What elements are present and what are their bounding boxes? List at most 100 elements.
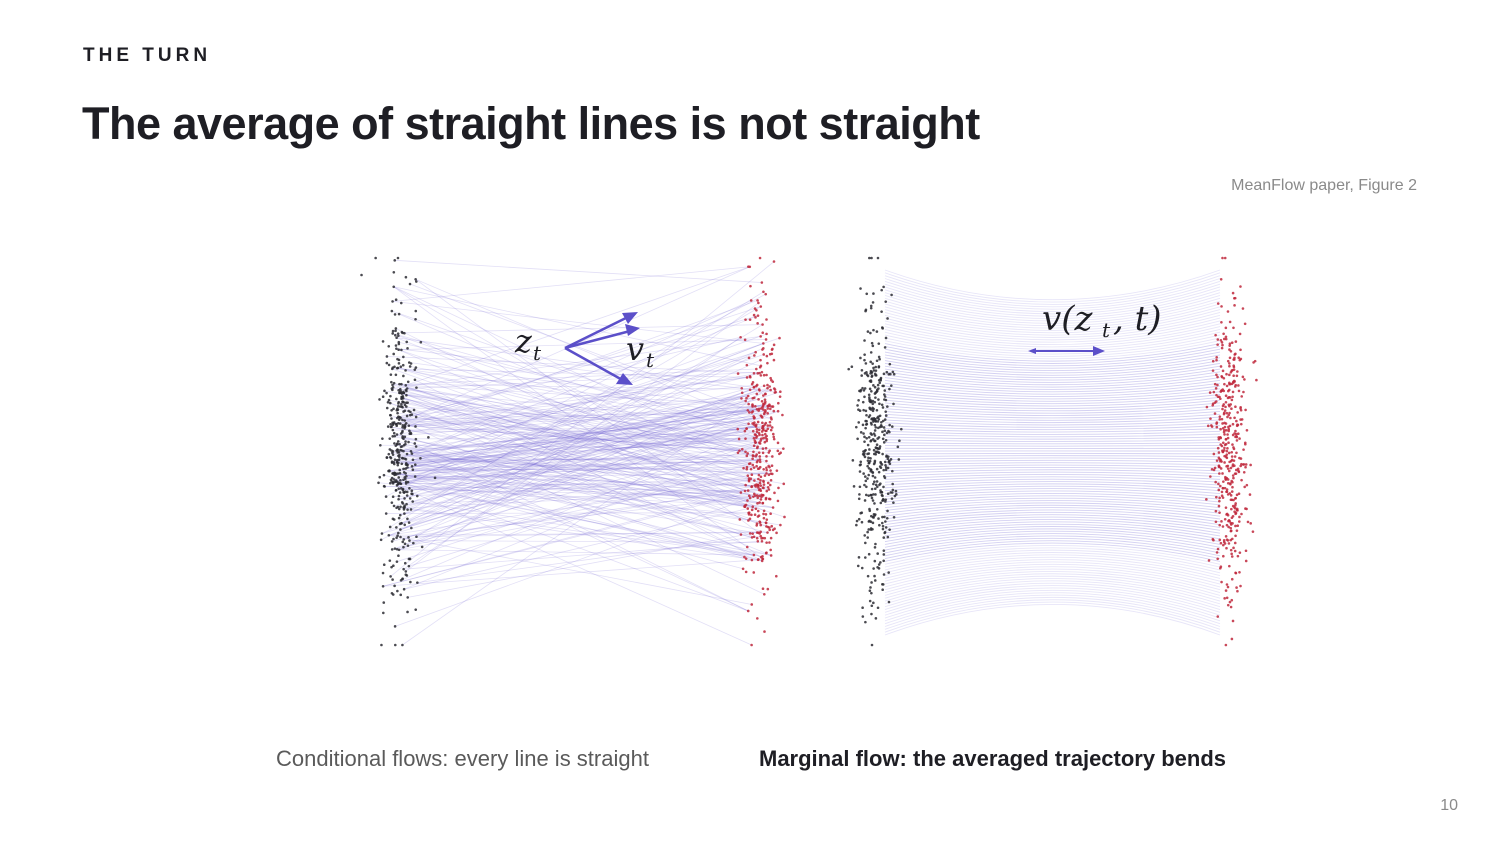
- flow-line: [403, 443, 761, 590]
- target-point: [1219, 338, 1223, 342]
- flow-line: [394, 402, 766, 549]
- target-point: [1223, 542, 1227, 545]
- source-point: [874, 391, 877, 394]
- target-point: [1213, 466, 1217, 470]
- flow-line: [389, 470, 759, 561]
- flow-line: [414, 379, 763, 562]
- target-point: [1226, 585, 1230, 589]
- source-point: [396, 463, 400, 467]
- flow-line: [411, 406, 753, 454]
- target-point: [1228, 411, 1231, 415]
- source-point: [374, 256, 377, 260]
- source-point: [399, 445, 403, 449]
- target-point: [745, 376, 749, 379]
- marginal-flow-line: [884, 556, 1221, 579]
- source-point: [882, 536, 886, 539]
- target-point: [762, 412, 766, 416]
- source-point: [882, 441, 886, 444]
- target-point: [752, 535, 756, 539]
- flow-line: [388, 355, 755, 455]
- source-point: [399, 593, 403, 597]
- target-point: [756, 299, 759, 302]
- source-point: [862, 472, 865, 475]
- flow-line: [397, 385, 757, 485]
- target-point: [1218, 499, 1221, 503]
- marginal-flow-line: [884, 416, 1221, 423]
- source-point: [883, 433, 886, 437]
- source-point: [882, 559, 885, 563]
- flow-line: [400, 452, 760, 484]
- flow-line: [397, 412, 753, 460]
- flow-line: [394, 417, 755, 475]
- target-point: [769, 554, 773, 557]
- source-point: [389, 373, 393, 376]
- flow-line: [408, 406, 772, 483]
- marginal-flow-line: [884, 348, 1221, 367]
- target-point: [754, 454, 758, 458]
- source-point: [869, 360, 873, 364]
- source-point: [397, 554, 400, 558]
- target-point: [1222, 411, 1226, 415]
- source-point: [881, 583, 885, 586]
- source-point: [855, 519, 859, 523]
- source-point: [398, 387, 402, 391]
- source-point: [872, 567, 875, 570]
- marginal-flow-line: [884, 328, 1221, 350]
- source-point: [857, 398, 860, 402]
- source-point: [404, 480, 408, 484]
- source-point: [872, 482, 875, 486]
- target-point: [1214, 509, 1218, 513]
- target-point: [752, 416, 756, 420]
- marginal-flow-line: [884, 594, 1221, 625]
- source-point: [401, 643, 404, 647]
- source-point: [880, 420, 883, 424]
- target-point: [752, 450, 755, 454]
- target-point: [768, 483, 772, 487]
- target-point: [761, 494, 765, 497]
- target-point: [766, 587, 770, 591]
- source-point: [864, 448, 867, 452]
- marginal-flow-line: [884, 464, 1221, 469]
- target-point: [1216, 557, 1220, 561]
- target-point: [1239, 348, 1242, 352]
- flow-line: [400, 430, 754, 581]
- flow-line: [384, 485, 745, 507]
- flow-line: [407, 464, 741, 493]
- source-point: [396, 332, 400, 335]
- source-point: [410, 526, 413, 530]
- target-point: [1217, 438, 1221, 441]
- source-point: [402, 545, 405, 549]
- source-point: [871, 344, 875, 348]
- target-point: [751, 454, 755, 458]
- target-point: [1251, 530, 1255, 533]
- target-point: [1227, 403, 1231, 407]
- source-point: [876, 437, 879, 440]
- flow-line: [389, 291, 764, 528]
- source-point: [859, 431, 863, 434]
- target-point: [768, 541, 771, 544]
- source-point: [888, 462, 892, 466]
- flow-line: [398, 473, 771, 478]
- target-point: [1229, 494, 1233, 497]
- marginal-flow-line: [884, 514, 1221, 528]
- marginal-flow-line: [884, 500, 1221, 511]
- source-point: [875, 388, 879, 392]
- target-point: [1225, 453, 1229, 456]
- target-point: [746, 474, 750, 478]
- target-point: [1213, 412, 1217, 415]
- target-point: [1233, 380, 1236, 383]
- flow-line: [386, 356, 760, 374]
- source-point: [866, 574, 870, 578]
- source-point: [875, 467, 879, 471]
- target-point: [1219, 365, 1223, 368]
- source-point: [864, 419, 867, 423]
- source-point: [401, 540, 405, 544]
- label-z: z: [514, 322, 533, 360]
- flow-line: [420, 457, 771, 475]
- source-point: [863, 339, 866, 342]
- marginal-flow-line: [884, 309, 1221, 334]
- flow-line: [391, 335, 761, 389]
- source-point: [864, 493, 868, 497]
- flow-line: [390, 414, 742, 535]
- marginal-flow-line: [884, 326, 1221, 348]
